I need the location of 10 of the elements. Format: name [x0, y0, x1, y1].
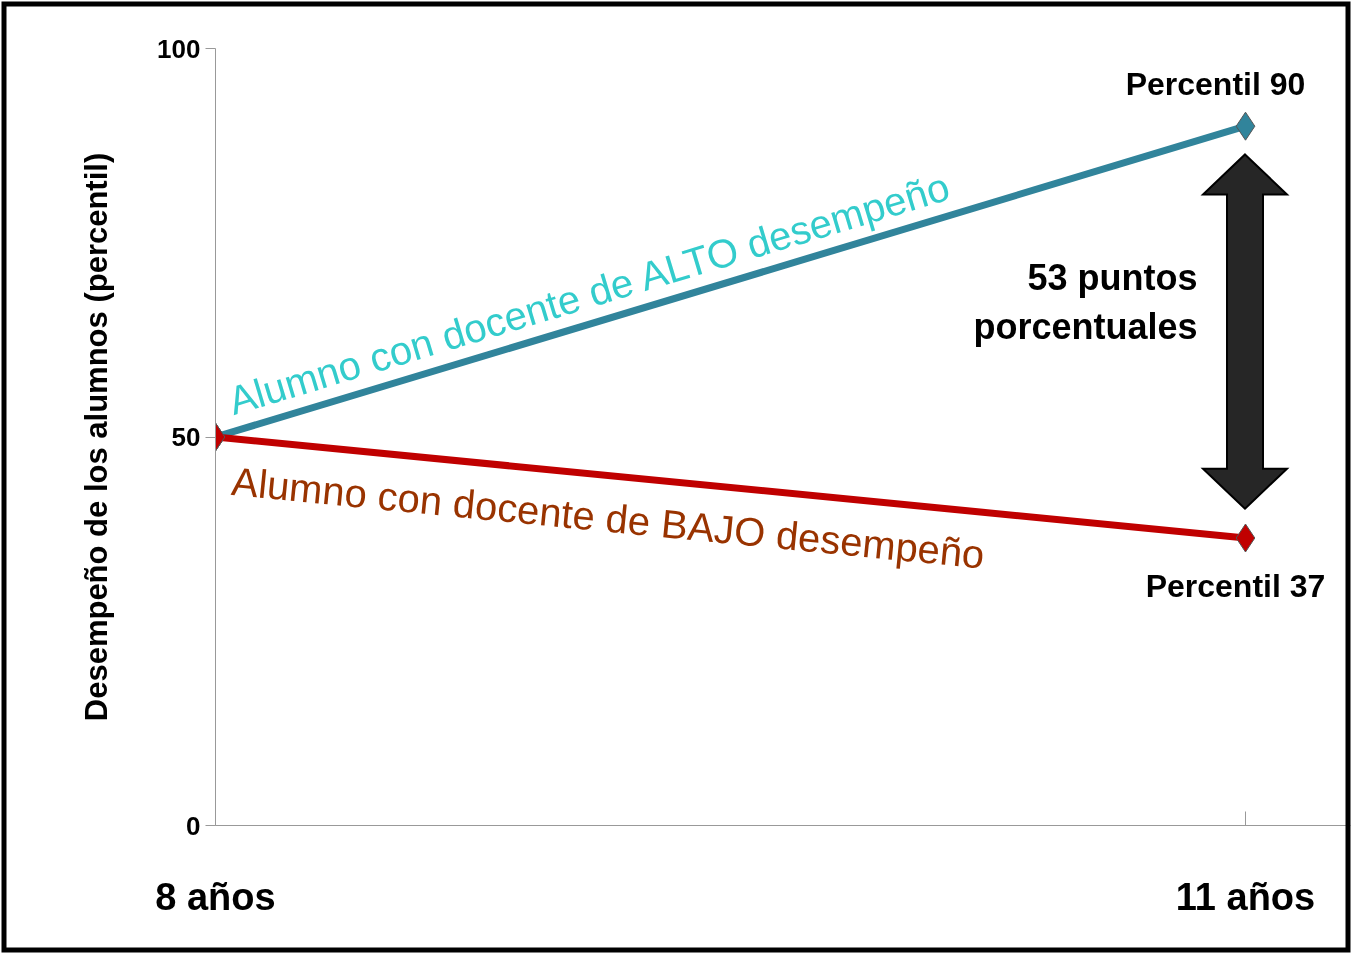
y-tick-label: 100: [157, 33, 201, 64]
x-tick-label: 8 años: [155, 875, 276, 918]
annotation: Percentil 37: [1145, 568, 1326, 605]
text: Alumno con docente de BAJO desempeño: [229, 459, 987, 577]
y-tick-label: 0: [186, 810, 201, 841]
annotation: 53 puntos porcentuales: [973, 257, 1198, 348]
annotation: Percentil 90: [1125, 66, 1306, 103]
y-axis-title: Desempeño de los alumnos (percentil): [79, 152, 115, 722]
x-tick-label: 11 años: [1175, 875, 1316, 918]
y-tick-label: 50: [171, 422, 201, 452]
